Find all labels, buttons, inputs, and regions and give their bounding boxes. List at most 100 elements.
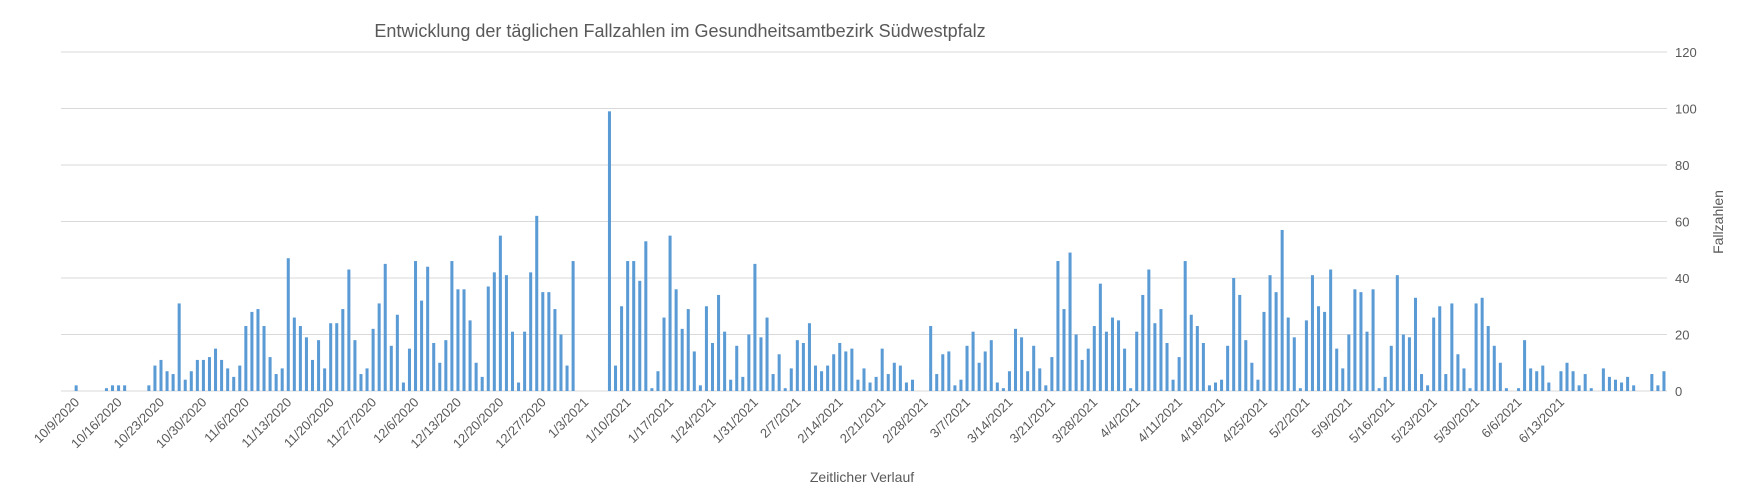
bar xyxy=(244,326,248,391)
bar xyxy=(1268,275,1272,391)
bar xyxy=(1371,289,1375,391)
bar xyxy=(826,365,830,391)
bar xyxy=(1413,297,1418,391)
bar xyxy=(559,334,563,391)
bar xyxy=(868,382,872,391)
bar xyxy=(1147,269,1151,391)
bar xyxy=(723,331,727,391)
bar xyxy=(329,323,333,391)
bar xyxy=(1656,385,1660,391)
bar xyxy=(1080,359,1084,391)
bar xyxy=(880,348,884,392)
bar xyxy=(365,368,369,391)
bar xyxy=(171,374,175,391)
bar xyxy=(1189,314,1193,391)
bar xyxy=(492,272,496,391)
bar xyxy=(74,385,78,391)
bar xyxy=(1074,334,1078,391)
bar xyxy=(1226,345,1230,391)
bar xyxy=(892,362,896,391)
bar xyxy=(1329,269,1333,391)
bar xyxy=(438,362,442,391)
bar xyxy=(474,362,478,391)
bar xyxy=(504,275,508,391)
bar xyxy=(717,294,721,391)
bar xyxy=(1353,289,1357,391)
bar xyxy=(371,328,375,391)
bar xyxy=(317,340,321,391)
bar xyxy=(850,348,854,392)
bar xyxy=(1007,371,1011,391)
bar xyxy=(183,379,187,391)
x-tick-label: 3/28/2021 xyxy=(1049,395,1101,447)
bar xyxy=(1468,388,1472,391)
bar xyxy=(256,309,260,391)
bar xyxy=(432,342,436,391)
bar xyxy=(1571,371,1575,391)
bar xyxy=(632,261,636,391)
x-axis-label: Zeitlicher Verlauf xyxy=(810,469,914,485)
bar xyxy=(280,368,284,391)
x-tick-label: 1/10/2021 xyxy=(582,395,634,447)
bar xyxy=(1207,385,1211,391)
bar xyxy=(1632,385,1636,391)
bar xyxy=(420,300,424,391)
bar xyxy=(1498,362,1502,391)
bar xyxy=(1032,345,1036,391)
bar xyxy=(1335,348,1339,392)
bar xyxy=(674,289,678,391)
bar xyxy=(638,280,642,391)
bar xyxy=(1129,388,1133,391)
bar xyxy=(759,337,763,391)
bar xyxy=(1438,306,1442,391)
bar xyxy=(1220,379,1224,391)
bar xyxy=(1238,294,1242,391)
x-tick-label: 1/24/2021 xyxy=(667,395,719,447)
bar xyxy=(189,371,193,391)
x-axis-ticks: 10/9/202010/16/202010/23/202010/30/20201… xyxy=(31,395,1567,452)
bar xyxy=(571,261,575,391)
bar xyxy=(510,331,515,391)
bar xyxy=(692,351,696,391)
bar xyxy=(159,359,163,391)
bar xyxy=(104,388,108,391)
x-tick-label: 5/30/2021 xyxy=(1431,395,1483,447)
bar xyxy=(729,379,733,391)
bar xyxy=(1323,311,1327,391)
bar xyxy=(1504,388,1508,391)
bar xyxy=(959,379,963,391)
bar xyxy=(1347,334,1351,391)
x-tick-label: 4/18/2021 xyxy=(1176,395,1228,447)
x-tick-label: 3/14/2021 xyxy=(964,395,1016,447)
bar xyxy=(1577,385,1581,391)
bar xyxy=(795,340,799,391)
bar xyxy=(1159,309,1163,391)
bar xyxy=(789,368,793,391)
bar xyxy=(541,292,545,392)
bar xyxy=(1056,261,1060,391)
bar xyxy=(1244,340,1248,391)
bar xyxy=(304,337,308,391)
bar xyxy=(1529,368,1533,391)
bar xyxy=(414,261,418,391)
bar xyxy=(1432,317,1436,391)
bar xyxy=(620,306,624,391)
bar xyxy=(1523,340,1527,391)
bar xyxy=(1280,229,1284,391)
bar xyxy=(1310,275,1314,391)
bar xyxy=(456,289,460,391)
bar xyxy=(947,351,951,391)
bar xyxy=(1050,357,1054,391)
bars xyxy=(74,111,1666,392)
bar xyxy=(650,388,654,391)
x-tick-label: 1/31/2021 xyxy=(710,395,762,447)
bar xyxy=(1389,345,1393,391)
bar xyxy=(838,342,842,391)
bar xyxy=(117,385,121,391)
bar xyxy=(1450,303,1454,391)
bar xyxy=(898,365,902,391)
bar xyxy=(1292,337,1296,391)
bar xyxy=(1620,382,1624,391)
bar xyxy=(1626,376,1630,392)
bar xyxy=(1535,371,1539,391)
